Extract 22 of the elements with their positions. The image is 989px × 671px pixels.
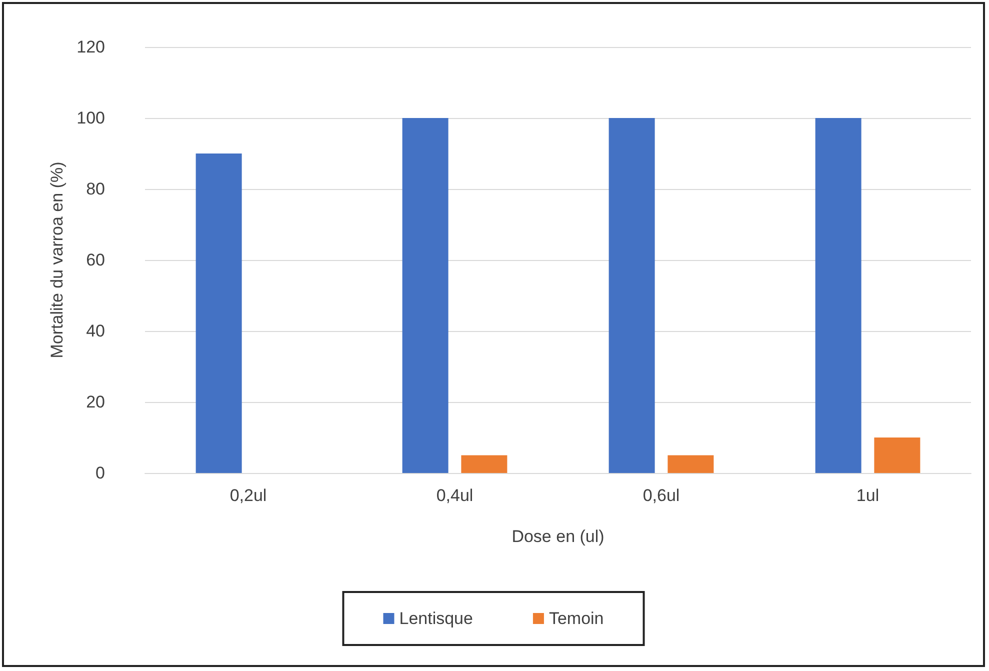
bar <box>815 118 862 473</box>
y-tick-label: 80 <box>86 180 105 198</box>
y-tick-label: 20 <box>86 392 105 412</box>
x-tick-label: 1ul <box>856 486 880 505</box>
y-axis-title: Mortalite du varroa en (%) <box>48 162 67 358</box>
x-tick-label: 0,4ul <box>436 486 474 505</box>
y-tick-label: 0 <box>96 464 105 482</box>
x-tick-label: 0,6ul <box>642 486 680 505</box>
x-tick-label: 0,2ul <box>230 486 267 505</box>
bar <box>196 154 242 473</box>
legend-label: Lentisque <box>399 609 473 628</box>
y-tick-label: 100 <box>76 108 105 128</box>
y-tick-label: 40 <box>86 322 105 340</box>
bar <box>402 118 448 473</box>
y-tick-label: 120 <box>76 38 105 56</box>
bar <box>668 455 714 473</box>
x-axis-title: Dose en (ul) <box>512 527 604 546</box>
bar <box>461 455 508 473</box>
bar <box>874 438 920 473</box>
y-tick-label: 60 <box>86 250 105 270</box>
legend-label: Temoin <box>548 609 604 628</box>
bar <box>608 118 655 473</box>
